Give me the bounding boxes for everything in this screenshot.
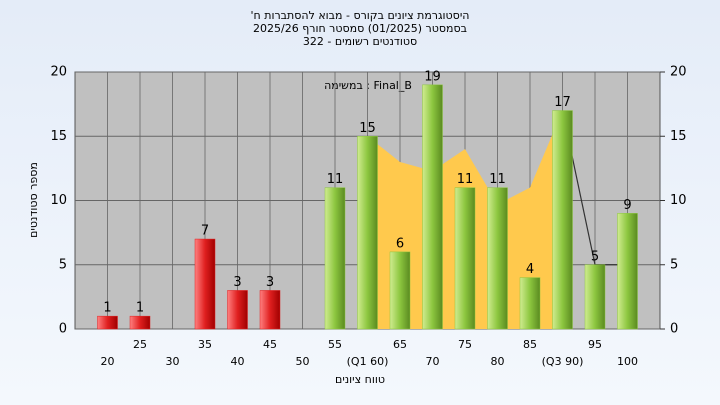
- value-label: 6: [396, 236, 404, 251]
- bar: [389, 251, 411, 330]
- bar: [324, 187, 346, 330]
- bar: [454, 187, 476, 330]
- x-tick-label: 100: [617, 355, 638, 368]
- bar: [519, 277, 541, 330]
- x-tick-label: 30: [166, 355, 180, 368]
- bar: [97, 315, 118, 330]
- value-label: 7: [201, 224, 209, 239]
- y-tick-label: 0: [59, 322, 67, 337]
- value-label: 3: [233, 275, 241, 290]
- bar: [584, 264, 606, 330]
- bar: [487, 187, 508, 330]
- x-tick-label: 40: [231, 355, 245, 368]
- x-tick-label: 85: [523, 338, 537, 351]
- value-label: 11: [327, 172, 344, 187]
- value-label: 4: [526, 262, 534, 277]
- x-tick-label: (Q1 60): [347, 355, 389, 368]
- x-tick-label: 75: [458, 338, 472, 351]
- x-axis-label: טווח ציונים: [335, 373, 385, 386]
- bar: [227, 290, 248, 330]
- value-label: 17: [554, 95, 571, 110]
- x-tick-label: 45: [263, 338, 277, 351]
- bar: [617, 213, 638, 330]
- x-tick-label: 55: [328, 338, 342, 351]
- y2-tick-label: 5: [670, 257, 678, 272]
- x-tick-label: 25: [133, 338, 147, 351]
- value-label: 15: [359, 121, 376, 136]
- y2-tick-label: 15: [670, 129, 687, 144]
- x-tick-label: 65: [393, 338, 407, 351]
- x-tick-label: 95: [588, 338, 602, 351]
- title-line: בסמסטר (01/2025) סמסטר חורף 2025/26: [253, 22, 467, 35]
- value-label: 19: [424, 69, 441, 84]
- value-label: 3: [266, 275, 274, 290]
- value-label: 1: [103, 301, 111, 316]
- x-tick-label: 70: [426, 355, 440, 368]
- title-line: סטודנטים רשומים - 322: [303, 35, 417, 48]
- x-tick-label: 35: [198, 338, 212, 351]
- y-tick-label: 20: [50, 65, 67, 80]
- bar: [357, 136, 378, 330]
- title-line: היסטוגרמת ציונים בקורס - מבוא להסתברות ח…: [251, 9, 470, 22]
- value-label: 11: [489, 172, 506, 187]
- x-tick-label: (Q3 90): [542, 355, 584, 368]
- bar: [194, 238, 216, 330]
- x-tick-label: 20: [101, 355, 115, 368]
- x-tick-label: 80: [491, 355, 505, 368]
- value-label: 9: [623, 198, 631, 213]
- value-label: 1: [136, 301, 144, 316]
- x-tick-label: 50: [296, 355, 310, 368]
- y-tick-label: 10: [50, 193, 67, 208]
- y2-tick-label: 20: [670, 65, 687, 80]
- bar: [129, 315, 151, 330]
- y2-tick-label: 0: [670, 322, 678, 337]
- y-tick-label: 15: [50, 129, 67, 144]
- y-tick-label: 5: [59, 257, 67, 272]
- value-label: 11: [457, 172, 474, 187]
- bar: [259, 290, 281, 330]
- bar: [422, 84, 443, 330]
- y2-tick-label: 10: [670, 193, 687, 208]
- value-label: 5: [591, 249, 599, 264]
- y-axis-label: מספר סטודנטים: [27, 162, 40, 238]
- bar: [552, 110, 573, 330]
